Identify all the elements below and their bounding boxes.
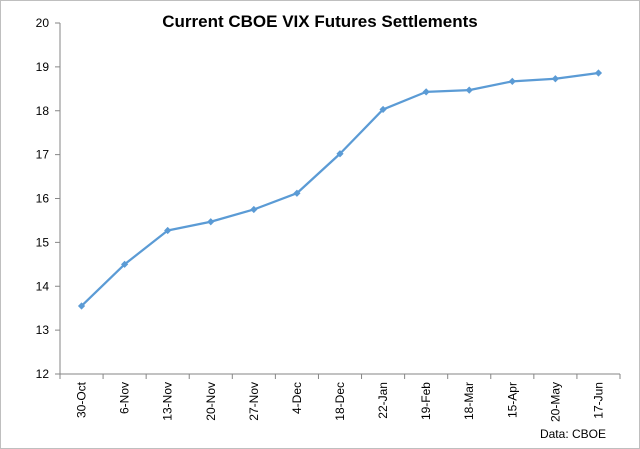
x-tick-label: 18-Dec [333, 382, 347, 421]
y-tick-label: 16 [36, 192, 50, 206]
series-line [77, 69, 603, 310]
data-point [77, 302, 86, 310]
y-tick-label: 18 [36, 104, 50, 118]
x-axis: 30-Oct 6-Nov 13-Nov 20-Nov 27-Nov 4-Dec 18-Dec… [59, 373, 621, 422]
x-tick-label: 13-Nov [161, 382, 175, 421]
data-point [594, 69, 603, 77]
data-point [508, 77, 516, 85]
x-tick-label: 30-Oct [75, 381, 89, 418]
x-tick-label: 6-Nov [118, 382, 132, 414]
x-tick-label: 17-Jun [591, 382, 605, 419]
data-point [250, 205, 258, 214]
y-tick-label: 12 [36, 367, 50, 381]
data-point [164, 226, 172, 235]
data-point [379, 105, 387, 114]
x-tick-label: 4-Dec [290, 382, 304, 414]
y-tick-label: 13 [36, 323, 50, 337]
data-point [551, 75, 559, 83]
chart-title: Current CBOE VIX Futures Settlements [162, 12, 478, 31]
y-tick-label: 20 [36, 16, 50, 30]
data-point [121, 260, 129, 268]
x-tick-label: 20-May [548, 382, 562, 422]
source-note: Data: CBOE [540, 427, 606, 441]
y-tick-label: 19 [36, 60, 50, 74]
data-point [293, 189, 301, 197]
data-point [465, 86, 473, 94]
y-tick-label: 15 [36, 235, 50, 249]
y-tick-label: 17 [36, 148, 50, 162]
x-tick-label: 22-Jan [376, 382, 390, 419]
x-tick-label: 19-Feb [419, 382, 433, 420]
x-tick-label: 20-Nov [204, 382, 218, 421]
x-tick-label: 27-Nov [247, 382, 261, 421]
x-tick-label: 18-Mar [462, 382, 476, 420]
x-tick-label: 15-Apr [505, 382, 519, 418]
data-point [207, 218, 215, 226]
data-point [336, 150, 344, 158]
y-axis: 12 13 14 15 16 17 18 19 20 [36, 16, 61, 381]
y-tick-label: 14 [36, 279, 50, 293]
data-point [422, 88, 430, 96]
series-line-path [80, 71, 599, 307]
